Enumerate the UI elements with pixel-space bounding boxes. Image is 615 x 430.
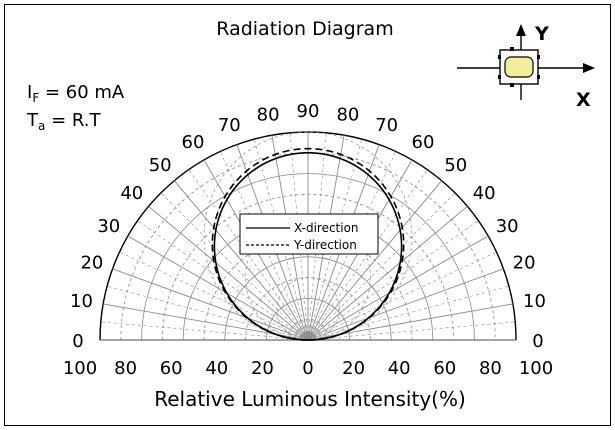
grid-spoke	[307, 285, 509, 341]
grid-spoke	[307, 192, 456, 341]
angle-label: 60	[412, 132, 435, 153]
grid-spoke	[112, 268, 309, 341]
angle-label: 80	[257, 105, 280, 126]
x-tick-label: 40	[205, 358, 228, 379]
x-axis-label: Relative Luminous Intensity(%)	[154, 387, 466, 411]
x-tick-label: 60	[160, 358, 183, 379]
grid-spoke	[107, 285, 309, 341]
led-package-icon	[457, 24, 595, 100]
x-tick-label: 100	[519, 358, 553, 379]
series-curves	[211, 147, 405, 341]
grid-spoke	[160, 192, 309, 341]
grid-spoke	[188, 169, 309, 341]
grid-spoke	[307, 251, 497, 341]
x-axis-mark: X	[576, 89, 591, 111]
angle-label: 70	[375, 115, 398, 136]
conditions: IF = 60 mA Ta = R.T	[26, 82, 125, 133]
chart-title: Radiation Diagram	[216, 18, 393, 40]
angle-label: 40	[120, 183, 143, 204]
grid-spoke	[307, 268, 504, 341]
condition-current: IF = 60 mA	[27, 82, 125, 105]
angle-label: 20	[513, 252, 536, 273]
x-tick-label: 60	[433, 358, 456, 379]
grid-spoke	[137, 220, 309, 341]
angle-label: 50	[149, 155, 172, 176]
grid-arc	[120, 152, 496, 341]
grid-spoke	[307, 180, 443, 341]
chart-frame	[4, 4, 611, 426]
x-tick-label: 80	[479, 358, 502, 379]
angle-label: 10	[523, 291, 546, 312]
series-x-curve	[213, 151, 403, 341]
angle-label: 10	[70, 291, 93, 312]
angle-label: 20	[80, 252, 103, 273]
grid-spoke	[307, 169, 428, 341]
grid-spoke	[173, 180, 309, 341]
angle-label: 80	[336, 105, 359, 126]
angle-label: 30	[496, 216, 519, 237]
x-tick-label: 0	[302, 358, 313, 379]
x-tick-label: 100	[63, 358, 97, 379]
grid-spoke	[307, 321, 516, 341]
y-axis-mark: Y	[534, 23, 549, 45]
x-tick-label: 20	[251, 358, 274, 379]
x-tick-label: 80	[114, 358, 137, 379]
grid-spoke	[307, 205, 468, 341]
x-tick-label: 40	[388, 358, 411, 379]
condition-temperature: Ta = R.T	[26, 110, 101, 133]
series-y-curve	[211, 147, 405, 341]
grid-spoke	[100, 321, 309, 341]
angle-label: 40	[473, 183, 496, 204]
grid-spoke	[119, 251, 309, 341]
x-tick-labels: 100 80 60 40 20 0 20 40 60 80 100	[63, 358, 553, 379]
angle-label: 30	[97, 216, 120, 237]
legend: X-direction Y-direction	[239, 213, 379, 255]
angle-label: 0	[72, 331, 83, 352]
angle-label: 0	[532, 331, 543, 352]
legend-label-y: Y-direction	[293, 238, 357, 252]
angle-label: 90	[297, 101, 320, 122]
grid-spoke	[148, 205, 309, 341]
angle-label: 70	[218, 115, 241, 136]
x-tick-label: 20	[342, 358, 365, 379]
angle-label: 60	[182, 132, 205, 153]
grid-spoke	[307, 220, 479, 341]
legend-label-x: X-direction	[294, 221, 359, 235]
angle-label: 50	[444, 155, 467, 176]
